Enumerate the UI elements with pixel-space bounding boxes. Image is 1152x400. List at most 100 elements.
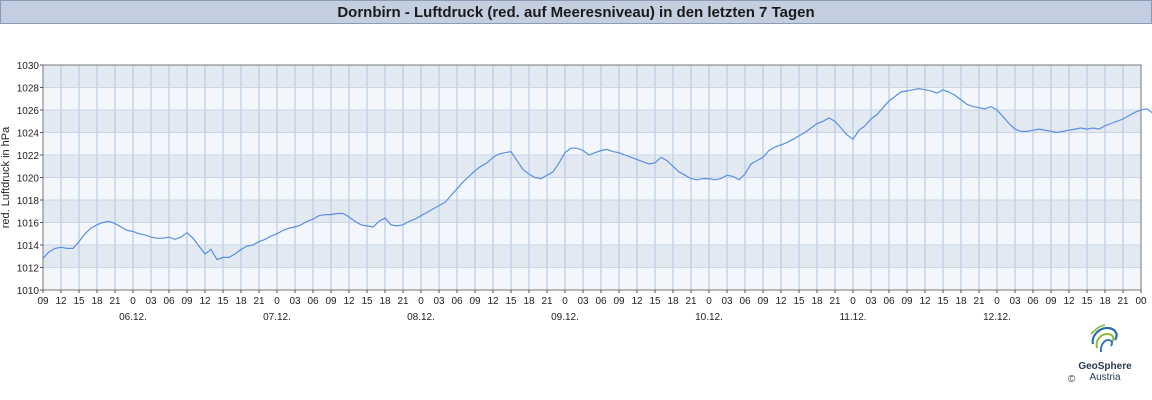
x-tick-label: 12 bbox=[199, 296, 211, 307]
x-tick-label: 12 bbox=[775, 296, 787, 307]
x-day-label: 10.12. bbox=[695, 312, 723, 323]
x-tick-label: 15 bbox=[649, 296, 661, 307]
x-tick-label: 18 bbox=[811, 296, 823, 307]
x-tick-label: 0 bbox=[418, 296, 424, 307]
geosphere-logo-icon bbox=[1090, 324, 1118, 353]
plot-band bbox=[43, 65, 1141, 88]
x-tick-label: 15 bbox=[793, 296, 805, 307]
x-day-label: 08.12. bbox=[407, 312, 435, 323]
x-tick-label: 18 bbox=[379, 296, 391, 307]
y-tick-label: 1026 bbox=[17, 106, 40, 117]
x-tick-label: 06 bbox=[1027, 296, 1039, 307]
x-tick-label: 03 bbox=[433, 296, 445, 307]
y-tick-label: 1030 bbox=[17, 61, 40, 72]
x-tick-label: 09 bbox=[181, 296, 193, 307]
x-tick-label: 18 bbox=[523, 296, 535, 307]
x-tick-label: 09 bbox=[325, 296, 337, 307]
x-tick-label: 03 bbox=[577, 296, 589, 307]
x-tick-label: 03 bbox=[865, 296, 877, 307]
x-day-label: 06.12. bbox=[119, 312, 147, 323]
x-tick-label: 18 bbox=[235, 296, 247, 307]
x-tick-label: 21 bbox=[829, 296, 841, 307]
plot-band bbox=[43, 132, 1141, 155]
y-tick-label: 1022 bbox=[17, 151, 40, 162]
x-tick-label: 15 bbox=[1081, 296, 1093, 307]
x-tick-label: 06 bbox=[739, 296, 751, 307]
plot-band bbox=[43, 110, 1141, 133]
y-tick-label: 1024 bbox=[17, 129, 40, 140]
y-tick-label: 1010 bbox=[17, 286, 40, 297]
x-tick-label: 03 bbox=[289, 296, 301, 307]
x-tick-label: 12 bbox=[631, 296, 643, 307]
plot-band bbox=[43, 222, 1141, 245]
x-tick-label: 21 bbox=[685, 296, 697, 307]
x-tick-label: 21 bbox=[397, 296, 409, 307]
x-tick-label: 09 bbox=[757, 296, 769, 307]
title-bar: Dornbirn - Luftdruck (red. auf Meeresniv… bbox=[0, 0, 1152, 24]
x-tick-label: 15 bbox=[361, 296, 373, 307]
x-tick-label: 06 bbox=[883, 296, 895, 307]
x-tick-label: 18 bbox=[955, 296, 967, 307]
x-tick-label: 21 bbox=[109, 296, 121, 307]
x-tick-label: 09 bbox=[901, 296, 913, 307]
x-tick-label: 0 bbox=[706, 296, 712, 307]
geosphere-logo: GeoSphere Austria bbox=[1062, 322, 1148, 388]
x-tick-label: 09 bbox=[613, 296, 625, 307]
x-tick-label: 15 bbox=[505, 296, 517, 307]
x-tick-label: 09 bbox=[37, 296, 49, 307]
x-tick-label: 0 bbox=[850, 296, 856, 307]
plot-band bbox=[43, 267, 1141, 290]
x-tick-label: 21 bbox=[1117, 296, 1129, 307]
x-tick-label: 12 bbox=[343, 296, 355, 307]
x-tick-label: 12 bbox=[1063, 296, 1075, 307]
x-tick-label: 09 bbox=[1045, 296, 1057, 307]
x-tick-label: 0 bbox=[130, 296, 136, 307]
x-tick-label: 06 bbox=[307, 296, 319, 307]
plot-band bbox=[43, 245, 1141, 268]
x-tick-label: 0 bbox=[994, 296, 1000, 307]
x-tick-label: 0 bbox=[562, 296, 568, 307]
x-tick-label: 18 bbox=[1099, 296, 1111, 307]
x-tick-label: 03 bbox=[145, 296, 157, 307]
x-day-label: 09.12. bbox=[551, 312, 579, 323]
pressure-line bbox=[42, 87, 1152, 261]
logo-name: GeoSphere bbox=[1078, 361, 1132, 372]
x-tick-label: 12 bbox=[919, 296, 931, 307]
x-tick-label: 06 bbox=[595, 296, 607, 307]
x-tick-label: 15 bbox=[217, 296, 229, 307]
x-day-label: 12.12. bbox=[983, 312, 1011, 323]
x-tick-label: 21 bbox=[253, 296, 265, 307]
x-tick-label: 15 bbox=[73, 296, 85, 307]
x-tick-label: 06 bbox=[163, 296, 175, 307]
y-tick-label: 1012 bbox=[17, 264, 40, 275]
y-tick-label: 1020 bbox=[17, 174, 40, 185]
x-tick-label: 12 bbox=[55, 296, 67, 307]
chart-title: Dornbirn - Luftdruck (red. auf Meeresniv… bbox=[337, 3, 815, 21]
x-day-label: 11.12. bbox=[839, 312, 866, 323]
x-tick-label: 18 bbox=[667, 296, 679, 307]
x-tick-label: 0 bbox=[274, 296, 280, 307]
x-tick-label: 03 bbox=[721, 296, 733, 307]
x-tick-label: 12 bbox=[487, 296, 499, 307]
plot-band bbox=[43, 177, 1141, 200]
x-tick-label: 00 bbox=[1135, 296, 1147, 307]
y-tick-label: 1028 bbox=[17, 84, 40, 95]
x-tick-label: 15 bbox=[937, 296, 949, 307]
y-tick-label: 1016 bbox=[17, 219, 40, 230]
x-tick-label: 18 bbox=[91, 296, 103, 307]
x-tick-label: 03 bbox=[1009, 296, 1021, 307]
x-tick-label: 21 bbox=[973, 296, 985, 307]
y-tick-label: 1014 bbox=[17, 241, 40, 252]
x-day-label: 07.12. bbox=[263, 312, 291, 323]
copyright-symbol: © bbox=[1068, 374, 1076, 385]
x-tick-label: 21 bbox=[541, 296, 553, 307]
x-tick-label: 06 bbox=[451, 296, 463, 307]
plot-band bbox=[43, 200, 1141, 223]
y-tick-label: 1018 bbox=[17, 196, 40, 207]
plot-band bbox=[43, 155, 1141, 178]
y-axis-label: red. Luftdruck in hPa bbox=[0, 126, 12, 228]
plot-band bbox=[43, 87, 1141, 110]
logo-sub: Austria bbox=[1089, 372, 1121, 383]
x-tick-label: 09 bbox=[469, 296, 481, 307]
